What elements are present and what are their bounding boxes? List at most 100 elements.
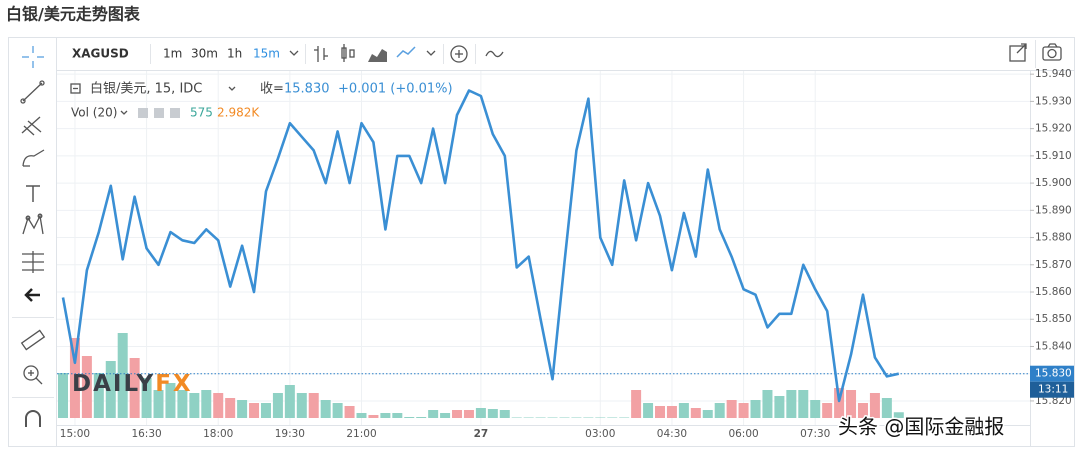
indicators[interactable] [450,45,468,63]
volume-bar [643,403,654,418]
x-tick-label: 19:30 [275,428,305,440]
close-value: 15.830 [284,82,330,97]
candle-style[interactable] [341,44,355,62]
volume-bar [93,373,104,418]
volume-bar [129,358,140,418]
symbol[interactable]: XAGUSD [72,47,129,61]
volume-bar [559,417,570,418]
volume-bar [368,415,379,418]
volume-bar [881,398,892,418]
volume-bar [857,403,868,418]
line-style[interactable] [396,46,416,58]
x-tick-label: 07:30 [800,428,830,440]
collapse-icon[interactable] [70,83,81,94]
volume-bar [726,400,737,418]
settings-button[interactable] [154,108,164,118]
volume-bar [893,412,904,418]
price-axis: 15.820 15.830 15.840 15.850 15.860 15.870 15.8… [60,68,1074,440]
volume-ma: 2.982K [217,106,260,120]
volume-bar [631,390,642,418]
fullscreen[interactable] [1009,43,1027,62]
top-toolbar: XAGUSD 1m 30m 1h 15m [72,40,1062,68]
compare[interactable] [485,50,504,58]
y-tick-label: 15.850 [1035,313,1072,325]
volume-bar [117,333,128,418]
x-tick-label: 27 [474,428,489,440]
countdown-label: 13:11 [1038,384,1068,396]
close-label: 收= [260,82,284,97]
volume-bar [296,393,307,418]
volume-bar [213,393,224,418]
volume-bar [141,378,152,418]
measure-tool[interactable] [20,329,46,351]
volume-bar [452,410,463,418]
watermark: DAILYFX [72,371,193,397]
volume-bar [523,417,534,418]
volume-bar [834,388,845,418]
volume-pane [58,333,904,418]
volume-bar [666,406,677,418]
change: +0.001 (+0.01%) [338,82,453,97]
back-tool[interactable] [24,288,40,302]
y-tick-label: 15.900 [1035,177,1072,189]
volume-bar [189,393,200,418]
volume-bar [690,408,701,418]
volume-bar [380,413,391,418]
x-tick-label: 21:00 [346,428,376,440]
volume-bar [714,403,725,418]
volume-bar [822,403,833,418]
dropdown[interactable] [228,86,236,91]
y-tick-label: 15.920 [1035,123,1072,135]
x-tick-label: 03:00 [585,428,615,440]
forecast-tool[interactable] [22,251,44,273]
area-style[interactable] [368,49,387,62]
interval-active[interactable]: 15m [253,47,280,61]
volume-bar [284,385,295,418]
volume-bar [547,417,558,418]
bar-style[interactable] [314,46,328,62]
volume-bar [153,390,164,418]
volume-bar [738,403,749,418]
volume-bar [81,356,92,418]
y-tick-label: 15.880 [1035,232,1072,244]
eye-button[interactable] [138,108,148,118]
volume-bar [344,406,355,418]
snapshot[interactable] [1042,43,1062,61]
trend-line-tool[interactable] [20,80,45,104]
x-tick-label: 18:00 [203,428,233,440]
volume-bar [774,396,785,418]
pitchfork-tool[interactable] [21,116,42,136]
volume-bar [356,413,367,418]
brush-tool[interactable] [22,149,45,167]
y-tick-label: 15.930 [1035,95,1072,107]
volume-bar [499,410,510,418]
dropdown[interactable] [120,110,128,115]
x-tick-label: 04:30 [657,428,687,440]
text-tool[interactable] [26,185,40,202]
volume-last: 575 [190,106,213,120]
dropdown[interactable] [426,50,436,56]
dropdown[interactable] [289,50,299,56]
interval[interactable]: 1m [163,47,182,61]
interval[interactable]: 1h [227,47,242,61]
volume-bar [428,410,439,418]
last-price-label: 15.830 [1035,368,1072,380]
volume-bar [201,390,212,418]
interval[interactable]: 30m [191,47,218,61]
close-button[interactable] [170,108,180,118]
volume-bar [225,398,236,418]
volume-title: Vol (20) [71,106,117,120]
volume-bar [583,417,594,418]
volume-bar [463,410,474,418]
magnet-tool[interactable] [25,410,41,427]
plot [57,89,1030,403]
x-tick-label: 15:00 [60,428,90,440]
volume-bar [702,410,713,418]
pattern-tool[interactable] [22,213,44,235]
countdown-tag [1030,381,1074,398]
zoom-tool[interactable] [23,365,43,385]
crosshair-tool[interactable] [22,46,44,68]
volume-bar [655,406,665,418]
volume-bar [308,393,319,418]
